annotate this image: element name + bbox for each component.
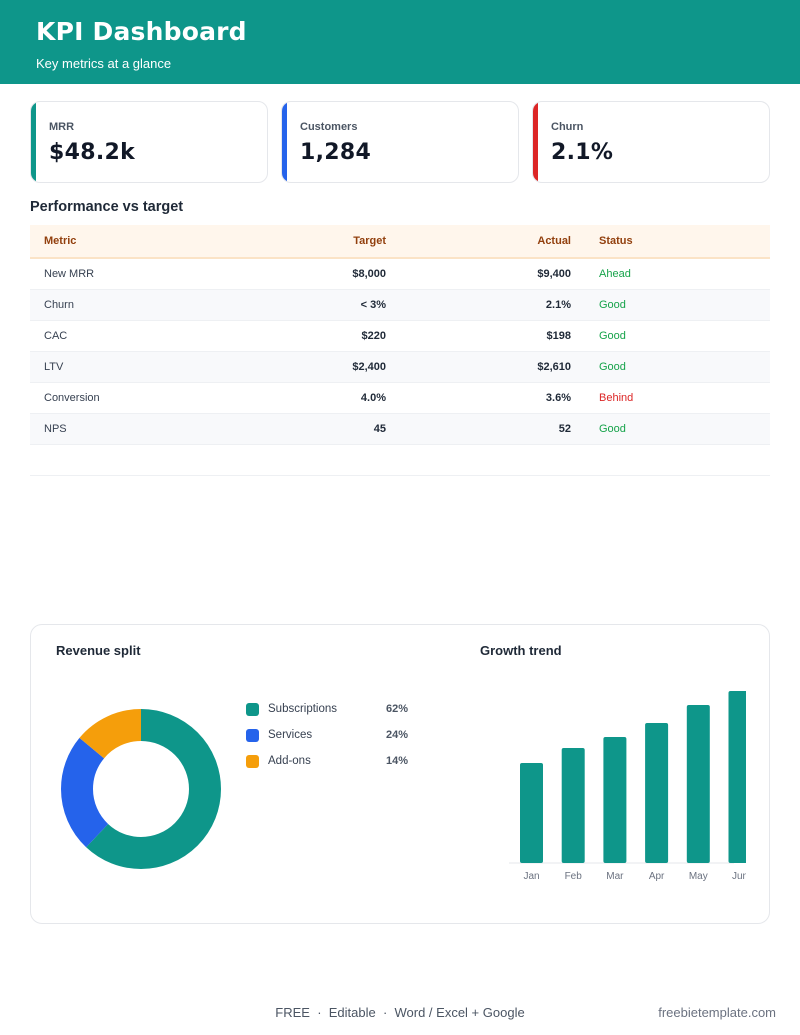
status-cell: Behind: [599, 392, 634, 404]
legend-swatch: [246, 703, 259, 716]
target-cell: 4.0%: [360, 392, 386, 404]
bar-feb: [561, 748, 585, 863]
bar-mar: [603, 737, 627, 863]
column-header-actual: Actual: [537, 235, 571, 247]
legend-value: 62%: [386, 703, 409, 715]
kpi-value: 2.1%: [551, 140, 614, 165]
bar-may: [686, 705, 710, 863]
actual-cell: $2,610: [537, 361, 571, 373]
donut-slice-add-ons: [61, 709, 221, 869]
metric-cell: CAC: [44, 330, 68, 342]
target-cell: $2,400: [352, 361, 386, 373]
x-tick-label: Apr: [649, 871, 665, 882]
table-row: New MRR $8,000 $9,400 Ahead: [30, 259, 770, 290]
table-row: CAC $220 $198 Good: [30, 321, 770, 352]
legend-label: Add-ons: [268, 755, 311, 767]
table-row: Churn < 3% 2.1% Good: [30, 290, 770, 321]
legend-value: 24%: [386, 729, 409, 741]
metric-cell: New MRR: [44, 268, 95, 280]
kpi-accent-bar: [282, 102, 287, 182]
table-row: LTV $2,400 $2,610 Good: [30, 352, 770, 383]
legend-swatch: [246, 755, 259, 768]
table-row: Conversion 4.0% 3.6% Behind: [30, 383, 770, 414]
target-cell: $8,000: [352, 268, 386, 280]
status-cell: Good: [599, 330, 626, 342]
status-cell: Good: [599, 361, 626, 373]
footer-site-link[interactable]: freebietemplate.com: [658, 1005, 776, 1020]
kpi-label: Churn: [551, 121, 584, 133]
target-cell: $220: [361, 330, 386, 342]
x-tick-label: Jun: [732, 871, 746, 882]
status-cell: Good: [599, 299, 626, 311]
growth-bar-chart: Jan Feb Mar Apr May Jun: [509, 691, 746, 882]
kpi-accent-bar: [533, 102, 538, 182]
bar-jan: [520, 763, 543, 863]
header-banner: KPI Dashboard Key metrics at a glance: [0, 0, 800, 84]
kpi-label: MRR: [49, 121, 75, 133]
page-subtitle: Key metrics at a glance: [36, 56, 172, 71]
x-tick-label: Mar: [606, 871, 624, 882]
legend-item-services: Services 24%: [246, 729, 446, 743]
kpi-card-churn: Churn 2.1%: [532, 101, 770, 183]
donut-slice-services: [61, 709, 221, 869]
legend-item-addons: Add-ons 14%: [246, 755, 446, 769]
kpi-value: 1,284: [300, 140, 372, 165]
x-tick-label: Feb: [565, 871, 583, 882]
charts-panel: Revenue split Growth trend Subscriptions…: [30, 624, 770, 924]
revenue-donut-chart: [61, 709, 221, 869]
metric-cell: Conversion: [44, 392, 100, 404]
status-cell: Ahead: [599, 268, 631, 280]
kpi-value: $48.2k: [49, 140, 136, 165]
actual-cell: 3.6%: [545, 392, 571, 404]
legend-item-subscriptions: Subscriptions 62%: [246, 703, 446, 717]
kpi-label: Customers: [300, 121, 358, 133]
metric-cell: LTV: [44, 361, 64, 373]
x-tick-label: Jan: [523, 871, 539, 882]
status-cell: Good: [599, 423, 626, 435]
metric-cell: Churn: [44, 299, 74, 311]
section-title-performance: Performance vs target: [30, 199, 184, 215]
section-divider: [30, 475, 770, 476]
performance-table: Metric Target Actual Status New MRR $8,0…: [30, 225, 770, 445]
page-title: KPI Dashboard: [36, 17, 247, 46]
actual-cell: $198: [546, 330, 571, 342]
footer-badges: FREE · Editable · Word / Excel + Google: [275, 1005, 525, 1020]
legend-value: 14%: [386, 755, 409, 767]
actual-cell: $9,400: [537, 268, 571, 280]
bar-apr: [645, 723, 669, 863]
target-cell: < 3%: [360, 299, 386, 311]
revenue-split-title: Revenue split: [56, 643, 141, 658]
column-header-status: Status: [599, 235, 633, 247]
legend-label: Services: [268, 729, 313, 741]
bar-jun: [728, 691, 746, 863]
target-cell: 45: [373, 423, 386, 435]
legend-label: Subscriptions: [268, 703, 338, 715]
column-header-metric: Metric: [44, 235, 77, 247]
table-header: Metric Target Actual Status: [30, 225, 770, 259]
legend-swatch: [246, 729, 259, 742]
kpi-card-customers: Customers 1,284: [281, 101, 519, 183]
x-tick-label: May: [689, 871, 708, 882]
actual-cell: 52: [558, 423, 571, 435]
kpi-accent-bar: [31, 102, 36, 182]
table-row: NPS 45 52 Good: [30, 414, 770, 445]
growth-trend-title: Growth trend: [480, 643, 562, 658]
actual-cell: 2.1%: [545, 299, 571, 311]
metric-cell: NPS: [44, 423, 67, 435]
column-header-target: Target: [353, 235, 386, 247]
kpi-card-mrr: MRR $48.2k: [30, 101, 268, 183]
